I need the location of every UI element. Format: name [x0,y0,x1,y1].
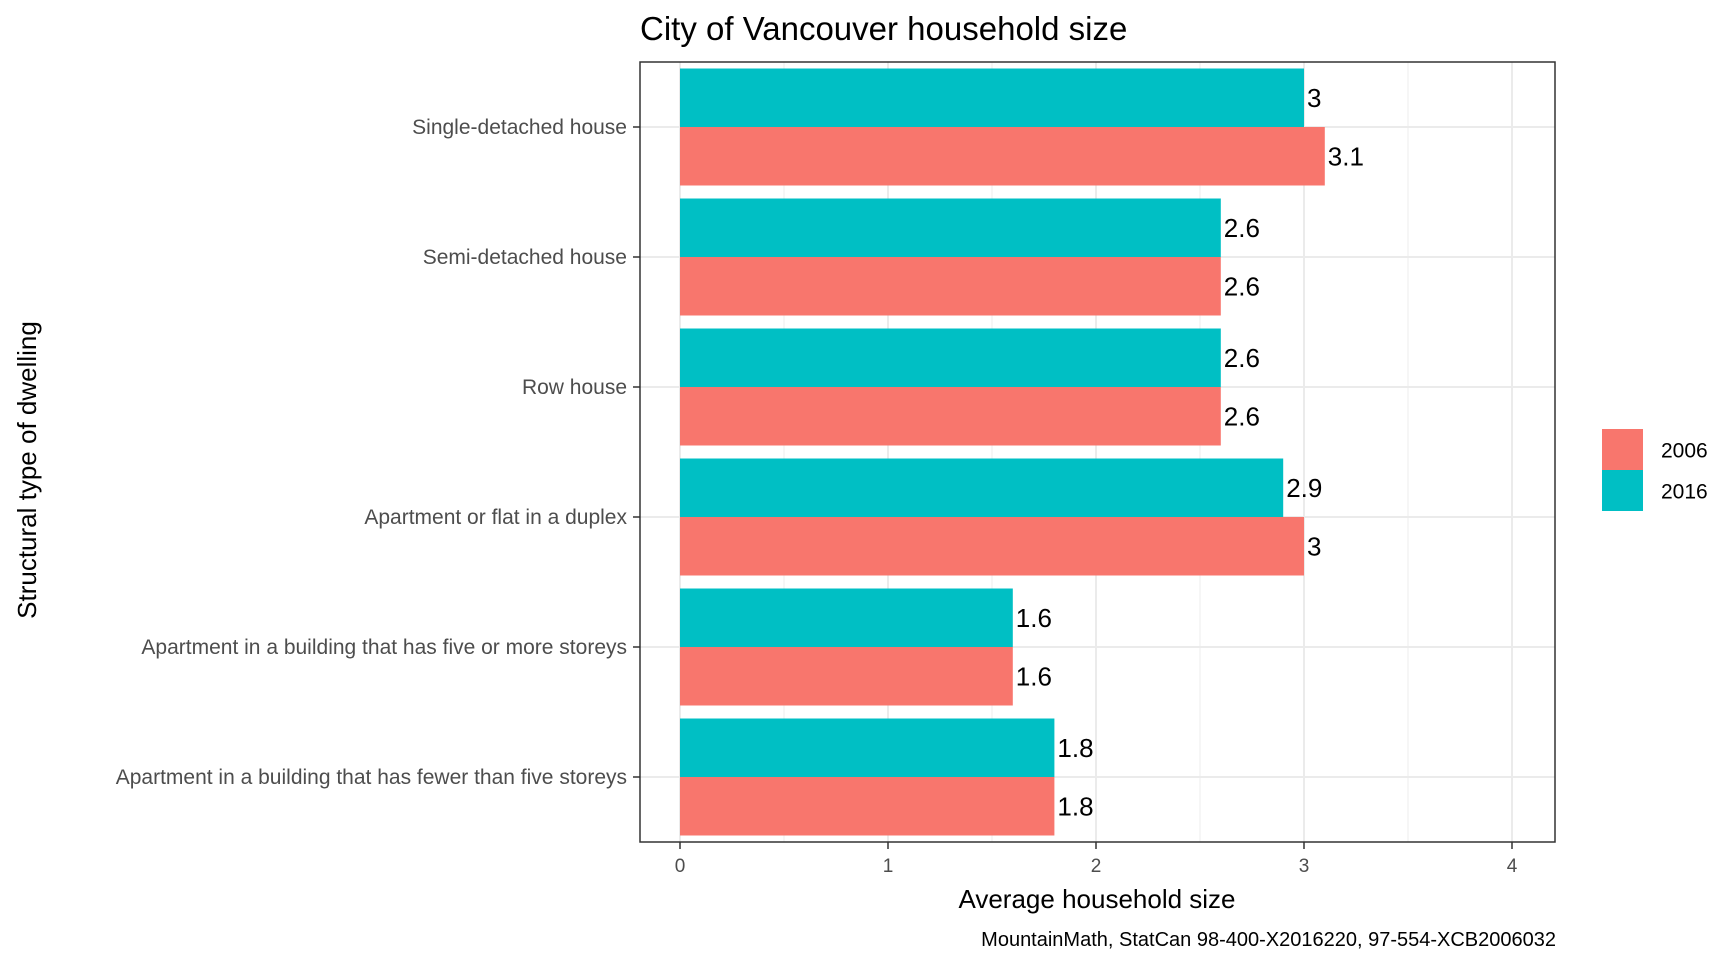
category-label: Apartment in a building that has five or… [141,636,627,659]
data-label-2016: 2.6 [1224,213,1260,243]
data-label-2006: 1.6 [1016,661,1052,691]
bar-2016 [680,458,1284,517]
y-axis-title: Structural type of dwelling [12,321,42,619]
bar-2006 [680,777,1055,836]
category-label: Single-detached house [412,116,627,139]
panel-background [640,62,1555,842]
data-label-2006: 2.6 [1224,271,1260,301]
x-axis-title: Average household size [958,884,1235,914]
category-label: Semi-detached house [423,246,627,269]
data-label-2006: 2.6 [1224,401,1260,431]
legend-label-2016: 2016 [1661,481,1708,504]
category-label: Row house [522,376,627,399]
category-label: Apartment in a building that has fewer t… [116,766,627,789]
chart-caption: MountainMath, StatCan 98-400-X2016220, 9… [981,929,1556,951]
bar-2006 [680,387,1221,446]
x-tick-label: 2 [1091,856,1102,877]
data-label-2006: 3.1 [1328,141,1364,171]
data-label-2006: 1.8 [1057,791,1093,821]
chart-title: City of Vancouver household size [640,10,1127,47]
x-tick-label: 3 [1299,856,1310,877]
x-tick-label: 1 [883,856,894,877]
bar-2016 [680,68,1304,127]
panel-border [639,61,1556,843]
bar-2016 [680,718,1055,777]
data-label-2016: 1.8 [1057,733,1093,763]
bar-2016 [680,328,1221,387]
data-label-2016: 1.6 [1016,603,1052,633]
x-tick-label: 0 [675,856,686,877]
data-label-2016: 2.6 [1224,343,1260,373]
legend-key-2006 [1602,429,1643,470]
data-label-2006: 3 [1307,531,1321,561]
bar-2006 [680,517,1304,576]
legend-label-2006: 2006 [1661,440,1708,463]
bar-2006 [680,647,1013,706]
category-label: Apartment or flat in a duplex [364,506,627,529]
data-label-2016: 3 [1307,83,1321,113]
data-label-2016: 2.9 [1286,473,1322,503]
legend: 2006 2016 [1602,429,1708,511]
bar-2016 [680,198,1221,257]
legend-key-2016 [1602,470,1643,511]
x-tick-label: 4 [1507,856,1518,877]
bar-2006 [680,257,1221,316]
bar-2016 [680,588,1013,647]
bar-2006 [680,127,1325,186]
